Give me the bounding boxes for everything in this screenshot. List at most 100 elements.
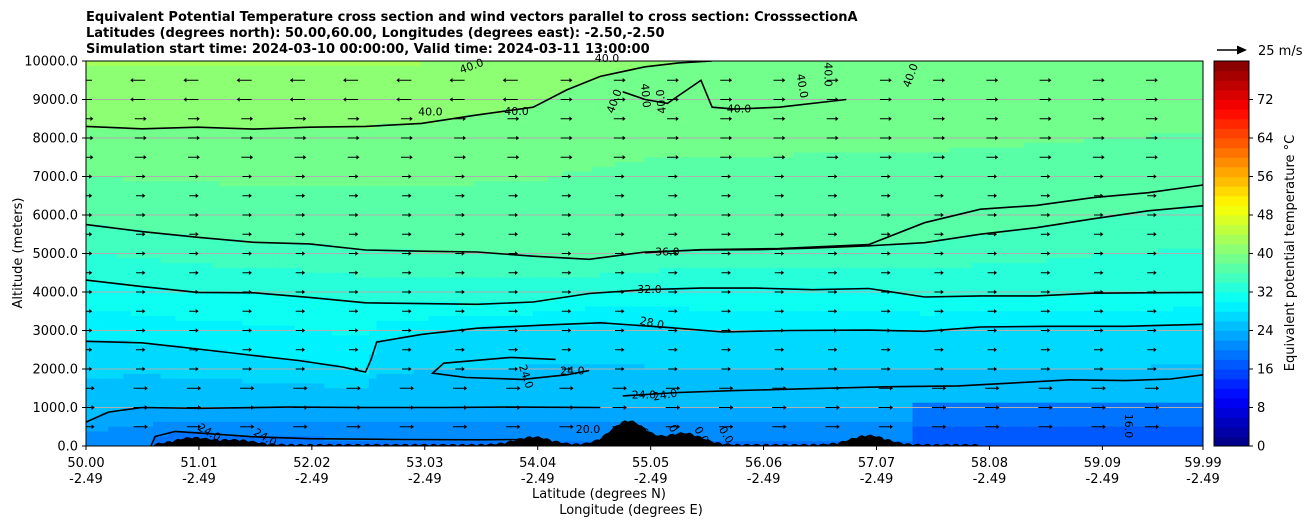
field-cell: [86, 171, 95, 178]
field-cell: [123, 75, 132, 81]
field-cell: [309, 152, 318, 158]
field-cell: [93, 176, 102, 182]
field-cell: [525, 181, 534, 187]
field-cell: [435, 94, 445, 101]
field-cell: [316, 287, 325, 293]
field-cell: [264, 373, 273, 380]
field-cell: [190, 215, 199, 221]
field-cell: [279, 402, 288, 409]
field-cell: [212, 282, 221, 288]
field-cell: [488, 397, 497, 404]
field-cell: [346, 162, 355, 168]
field-cell: [190, 104, 199, 110]
field-cell: [450, 243, 459, 250]
field-cell: [450, 287, 459, 293]
field-cell: [458, 89, 467, 96]
field-cell: [339, 272, 348, 279]
field-cell: [503, 263, 512, 269]
field-cell: [435, 181, 445, 187]
field-cell: [532, 171, 541, 178]
field-cell: [383, 344, 392, 351]
field-cell: [108, 426, 117, 433]
field-cell: [331, 267, 340, 274]
field-cell: [421, 349, 430, 356]
field-cell: [324, 239, 333, 245]
field-cell: [435, 166, 445, 173]
field-cell: [175, 349, 184, 356]
field-cell: [458, 320, 467, 327]
field-cell: [115, 162, 124, 168]
field-cell: [368, 200, 378, 206]
field-cell: [547, 70, 556, 77]
field-cell: [115, 210, 124, 216]
field-cell: [316, 407, 325, 413]
field-cell: [331, 104, 340, 110]
field-cell: [145, 253, 154, 259]
field-cell: [160, 118, 169, 125]
field-cell: [220, 152, 229, 158]
field-cell: [93, 162, 102, 168]
field-cell: [517, 325, 526, 332]
field-cell: [160, 166, 169, 173]
field-cell: [465, 109, 474, 115]
field-cell: [391, 128, 400, 134]
field-cell: [234, 89, 243, 96]
field-cell: [100, 123, 109, 129]
field-cell: [309, 128, 318, 134]
field-cell: [324, 359, 333, 365]
field-cell: [212, 234, 221, 240]
field-cell: [227, 397, 236, 404]
field-cell: [428, 147, 437, 154]
field-cell: [123, 388, 132, 394]
field-cell: [145, 147, 154, 154]
field-cell: [316, 277, 325, 283]
field-cell: [301, 388, 310, 394]
field-cell: [287, 369, 296, 375]
field-cell: [220, 70, 229, 77]
field-cell: [532, 234, 541, 240]
field-cell: [413, 364, 422, 370]
field-cell: [383, 171, 392, 178]
field-cell: [473, 123, 482, 129]
field-cell: [145, 311, 154, 317]
field-cell: [540, 113, 549, 120]
field-cell: [324, 441, 333, 446]
field-cell: [324, 70, 333, 77]
field-cell: [480, 142, 489, 149]
field-cell: [175, 157, 184, 163]
field-cell: [346, 359, 355, 365]
field-cell: [428, 344, 437, 351]
field-cell: [279, 234, 288, 240]
field-cell: [354, 383, 363, 389]
field-cell: [525, 75, 534, 81]
field-cell: [197, 320, 206, 327]
field-cell: [93, 417, 102, 423]
field-cell: [264, 133, 273, 139]
field-cell: [309, 340, 318, 346]
field-cell: [450, 383, 459, 389]
field-cell: [443, 181, 452, 187]
field-cell: [138, 176, 147, 182]
field-cell: [331, 306, 340, 312]
field-cell: [123, 147, 132, 154]
field-cell: [145, 224, 154, 231]
field-cell: [354, 301, 363, 308]
field-cell: [376, 335, 385, 341]
field-cell: [361, 349, 370, 356]
field-cell: [339, 417, 348, 423]
field-cell: [503, 320, 512, 327]
field-cell: [130, 373, 139, 380]
field-cell: [182, 340, 191, 346]
field-cell: [398, 195, 407, 202]
field-cell: [428, 243, 437, 250]
field-cell: [249, 85, 258, 91]
field-cell: [294, 417, 303, 423]
field-cell: [301, 369, 310, 375]
field-cell: [391, 104, 400, 110]
field-cell: [287, 94, 296, 101]
field-cell: [205, 383, 214, 389]
field-cell: [480, 349, 489, 356]
field-cell: [376, 157, 385, 163]
field-cell: [272, 426, 281, 433]
